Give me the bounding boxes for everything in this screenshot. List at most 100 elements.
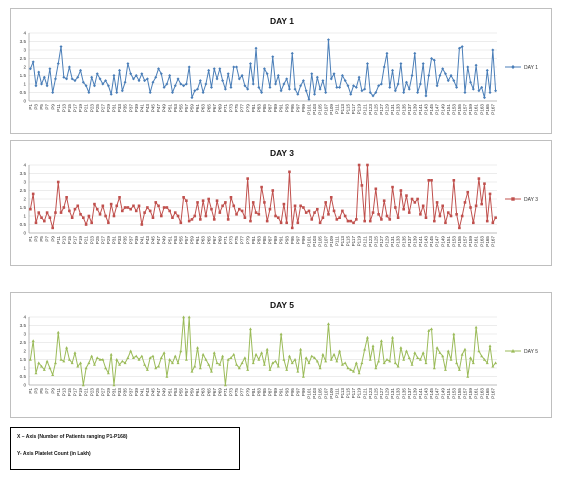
x-tick-label: P163 (479, 388, 484, 399)
data-point (340, 74, 344, 77)
x-tick-label: P113 (340, 104, 345, 115)
x-tick-label: P19 (78, 236, 83, 245)
data-point (232, 65, 236, 69)
data-point (463, 91, 467, 94)
data-point (129, 72, 133, 76)
x-tick-label: P99 (301, 388, 306, 397)
x-tick-label: P43 (145, 104, 150, 113)
data-point (54, 211, 57, 214)
x-tick-label: P161 (474, 104, 479, 115)
data-point (402, 91, 406, 94)
x-tick-label: P1 (28, 104, 33, 110)
data-point (357, 371, 361, 375)
data-point (469, 80, 473, 84)
data-point (382, 361, 386, 365)
x-tick-label: P69 (217, 104, 222, 113)
data-point (271, 189, 275, 192)
data-point (218, 363, 222, 366)
x-tick-label: P145 (429, 236, 434, 247)
legend-label: DAY 1 (524, 65, 538, 71)
x-tick-label: P99 (301, 236, 306, 245)
data-point (193, 89, 197, 93)
data-point (385, 214, 389, 218)
x-tick-label: P147 (435, 104, 440, 115)
data-point (176, 214, 180, 218)
data-point (162, 85, 166, 89)
legend-label: DAY 3 (524, 197, 538, 203)
data-point (477, 89, 481, 93)
data-point (248, 327, 252, 331)
x-tick-label: P121 (362, 104, 367, 115)
x-tick-label: P149 (440, 388, 445, 399)
data-point (485, 361, 489, 365)
data-point (254, 352, 258, 356)
x-tick-label: P109 (329, 236, 334, 247)
data-point (179, 221, 183, 225)
data-point (466, 190, 470, 194)
data-point (329, 196, 333, 199)
data-point (388, 218, 392, 221)
x-tick-label: P77 (240, 104, 245, 113)
data-point (485, 219, 489, 223)
data-point (143, 363, 147, 366)
x-tick-label: P69 (217, 236, 222, 245)
x-tick-label: P7 (45, 388, 50, 394)
data-point (460, 45, 464, 49)
data-point (81, 80, 85, 84)
data-point (393, 361, 397, 365)
x-tick-label: P73 (229, 104, 234, 113)
data-point (435, 201, 439, 204)
x-tick-label: P37 (128, 388, 133, 397)
data-point (424, 216, 428, 219)
y-tick-label: 0.5 (20, 374, 27, 379)
data-point (248, 62, 252, 66)
data-point (488, 91, 492, 94)
data-point (318, 87, 322, 91)
data-point (168, 74, 172, 77)
data-point (70, 361, 74, 365)
data-point (37, 70, 41, 74)
data-point (460, 352, 464, 356)
data-point (257, 85, 261, 89)
data-point (430, 179, 433, 182)
data-point (209, 85, 213, 89)
data-point (296, 221, 300, 225)
x-tick-label: P153 (451, 104, 456, 115)
data-point (82, 216, 85, 219)
data-point (313, 211, 316, 214)
data-point (396, 216, 400, 219)
x-tick-label: P167 (490, 236, 495, 247)
data-point (480, 202, 483, 206)
data-point (62, 359, 66, 363)
data-point (316, 207, 319, 211)
data-point (184, 82, 188, 86)
data-point (285, 221, 288, 225)
x-tick-label: P167 (490, 104, 495, 115)
data-point (290, 226, 294, 230)
x-tick-label: P25 (95, 104, 100, 113)
x-tick-label: P57 (184, 388, 189, 397)
x-tick-label: P67 (212, 236, 217, 245)
data-point (67, 65, 71, 69)
x-tick-label: P51 (167, 388, 172, 397)
data-point (148, 209, 152, 213)
data-point (354, 361, 358, 365)
data-point (168, 358, 172, 361)
data-point (154, 75, 158, 79)
y-tick-label: 1.5 (20, 73, 27, 78)
data-point (68, 209, 71, 213)
x-tick-label: P81 (251, 388, 256, 397)
x-tick-label: P149 (440, 104, 445, 115)
data-point (274, 359, 278, 363)
data-point (310, 72, 314, 76)
x-tick-label: P87 (268, 236, 273, 245)
data-point (315, 75, 319, 79)
x-tick-label: P39 (134, 388, 139, 397)
data-point (187, 315, 191, 319)
data-point (28, 67, 32, 71)
x-tick-label: P119 (357, 236, 362, 247)
x-tick-label: P25 (95, 388, 100, 397)
x-tick-label: P57 (184, 236, 189, 245)
data-point (279, 332, 283, 336)
